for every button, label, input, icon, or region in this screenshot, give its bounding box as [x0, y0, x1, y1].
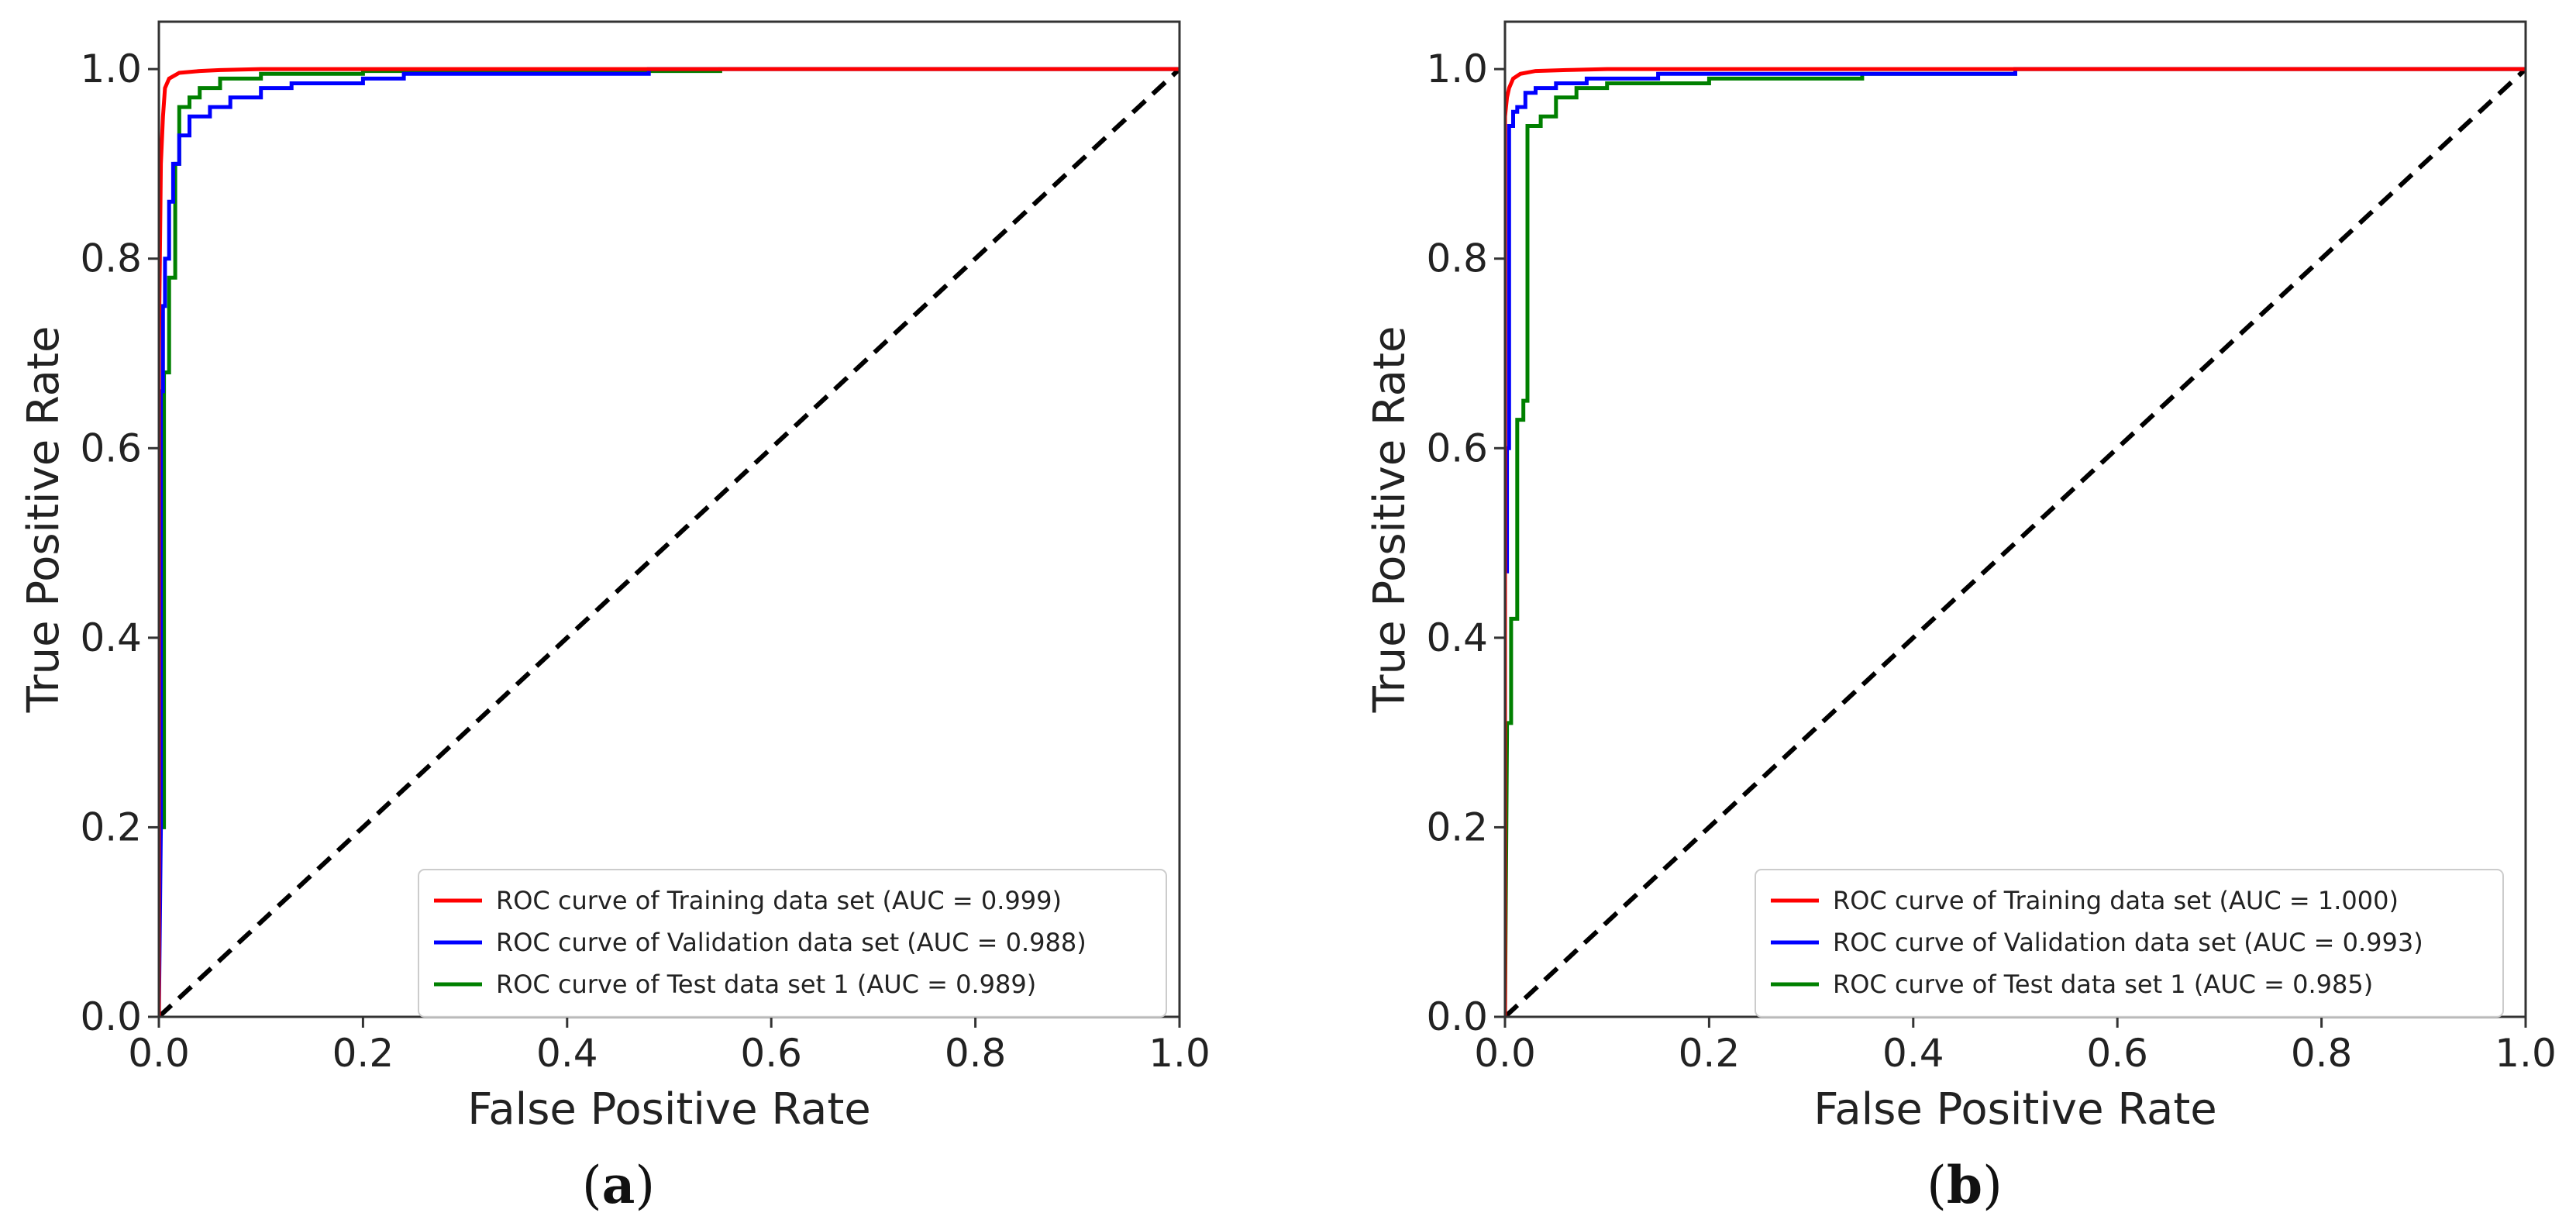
- panel-a-y-tick-label: 0.2: [80, 804, 142, 849]
- panel-b-x-tick-label: 0.4: [1882, 1031, 1944, 1076]
- panel-b-x-tick-label: 0.6: [2086, 1031, 2148, 1076]
- panel-b-y-tick-label: 0.8: [1426, 236, 1488, 281]
- panel-b: 0.0 0.2 0.4 0.6 0.8 1.0 0.0 0.2 0.4 0.6 0.8 1.0 Fal…: [1365, 20, 2557, 1215]
- panel-b-caption-label: b: [1947, 1155, 1982, 1215]
- panel-b-y-tick-label: 0.4: [1426, 615, 1488, 660]
- panel-a-ticks: 0.0 0.2 0.4 0.6 0.8 1.0 0.0 0.2 0.4 0.6 0.8 1.0: [80, 47, 1210, 1076]
- panel-a-axes-frame: [157, 20, 1181, 1018]
- panel-b-x-tick-label: 1.0: [2495, 1031, 2557, 1076]
- panel-b-x-tick-label: 0.0: [1474, 1031, 1536, 1076]
- panel-a-y-axis-label: True Positive Rate: [19, 326, 69, 714]
- panel-a-caption: (a): [582, 1155, 655, 1215]
- panel-b-x-tick-label: 0.2: [1679, 1031, 1741, 1076]
- panel-a-legend: ROC curve of Training data set (AUC = 0.…: [418, 869, 1167, 1018]
- panel-b-legend: ROC curve of Training data set (AUC = 1.…: [1755, 869, 2504, 1018]
- panel-b-caption: (b): [1927, 1155, 2003, 1215]
- panel-b-legend-entry-2: ROC curve of Test data set 1 (AUC = 0.98…: [1833, 970, 2373, 999]
- panel-b-legend-entry-0: ROC curve of Training data set (AUC = 1.…: [1833, 886, 2399, 915]
- panel-b-plot-area: [1505, 67, 2526, 1017]
- panel-b-series-1-line: [1505, 67, 2526, 1017]
- panel-b-legend-entry-1: ROC curve of Validation data set (AUC = …: [1833, 928, 2423, 957]
- panel-a-series-1-line: [159, 67, 1180, 1017]
- panel-a-y-tick-label: 1.0: [80, 47, 142, 91]
- panel-b-x-tick-label: 0.8: [2291, 1031, 2353, 1076]
- panel-a: 0.0 0.2 0.4 0.6 0.8 1.0 0.0 0.2 0.4 0.6 0.8 1.0 Fal…: [19, 20, 1211, 1215]
- panel-a-chance-line: [159, 67, 1180, 1017]
- panel-a-legend-entry-1: ROC curve of Validation data set (AUC = …: [496, 928, 1087, 957]
- panel-b-axes-frame: [1503, 20, 2527, 1018]
- panel-a-x-tick-label: 0.6: [740, 1031, 802, 1076]
- panel-a-x-axis-label: False Positive Rate: [467, 1084, 870, 1135]
- panel-b-chance-line: [1505, 67, 2526, 1017]
- panel-a-y-tick-label: 0.8: [80, 236, 142, 281]
- panel-b-y-tick-label: 0.0: [1426, 994, 1488, 1039]
- panel-b-ticks: 0.0 0.2 0.4 0.6 0.8 1.0 0.0 0.2 0.4 0.6 0.8 1.0: [1426, 47, 2556, 1076]
- panel-a-x-tick-label: 0.2: [332, 1031, 394, 1076]
- panel-b-y-tick-label: 1.0: [1426, 47, 1488, 91]
- panel-a-y-tick-label: 0.6: [80, 425, 142, 470]
- panel-a-plot-area: [159, 67, 1180, 1017]
- panel-a-legend-entry-0: ROC curve of Training data set (AUC = 0.…: [496, 886, 1062, 915]
- panel-a-x-tick-label: 1.0: [1149, 1031, 1211, 1076]
- panel-a-y-tick-label: 0.0: [80, 994, 142, 1039]
- panel-b-y-tick-label: 0.2: [1426, 804, 1488, 849]
- panel-b-x-axis-label: False Positive Rate: [1813, 1084, 2216, 1135]
- panel-a-y-tick-label: 0.4: [80, 615, 142, 660]
- panel-b-series-0-line: [1505, 67, 2526, 1017]
- panel-a-x-tick-label: 0.4: [536, 1031, 598, 1076]
- panel-a-legend-entry-2: ROC curve of Test data set 1 (AUC = 0.98…: [496, 970, 1036, 999]
- panel-b-y-tick-label: 0.6: [1426, 425, 1488, 470]
- panel-a-legend-box: [418, 869, 1167, 1018]
- panel-a-x-tick-label: 0.8: [945, 1031, 1007, 1076]
- panel-a-series-0-line: [159, 67, 1180, 1017]
- panel-a-series-2-line: [159, 67, 1180, 1017]
- panel-a-x-tick-label: 0.0: [128, 1031, 190, 1076]
- panel-b-y-axis-label: True Positive Rate: [1365, 326, 1415, 714]
- panel-b-legend-box: [1755, 869, 2504, 1018]
- panel-a-caption-label: a: [602, 1155, 635, 1215]
- panel-b-series-2-line: [1505, 67, 2526, 1017]
